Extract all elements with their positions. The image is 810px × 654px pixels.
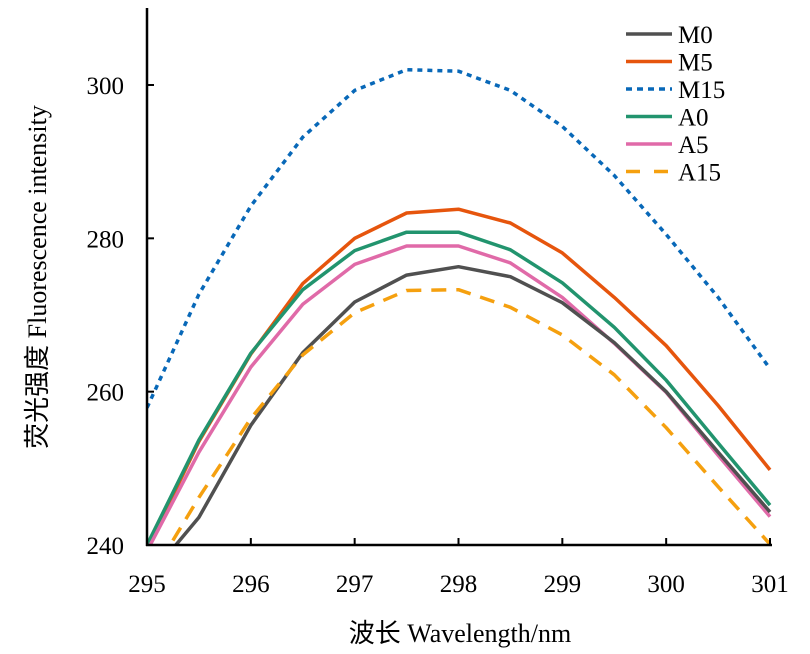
y-tick-label: 240 (87, 533, 125, 560)
x-tick-label: 300 (647, 571, 685, 598)
y-axis-title: 荧光强度 Fluorescence intensity (23, 105, 52, 449)
y-tick-label: 260 (87, 380, 125, 407)
x-tick-label: 297 (336, 571, 374, 598)
x-tick-label: 298 (440, 571, 478, 598)
legend-label-m15: M15 (678, 77, 725, 104)
y-tick-label: 280 (87, 226, 125, 253)
series-line-a15 (167, 287, 772, 546)
series-line-a5 (147, 244, 772, 546)
legend-label-m0: M0 (678, 22, 713, 49)
legend-label-m5: M5 (678, 50, 713, 77)
series-line-m5 (147, 207, 772, 546)
x-tick-label: 295 (128, 571, 166, 598)
legend-label-a15: A15 (678, 160, 721, 187)
legend-label-a5: A5 (678, 132, 709, 159)
axes-layer: 295 296 297 298 299 300 301 240 260 280 300 (87, 8, 789, 598)
series-line-m0 (172, 264, 772, 546)
x-tick-label: 296 (232, 571, 270, 598)
series-line-m15 (147, 67, 772, 409)
y-tick-label: 300 (87, 73, 125, 100)
series-layer (147, 67, 772, 546)
legend-label-a0: A0 (678, 105, 709, 132)
x-tick-label: 301 (751, 571, 789, 598)
series-line-a0 (147, 230, 772, 546)
x-tick-label: 299 (544, 571, 582, 598)
x-axis-title: 波长 Wavelength/nm (349, 619, 571, 648)
